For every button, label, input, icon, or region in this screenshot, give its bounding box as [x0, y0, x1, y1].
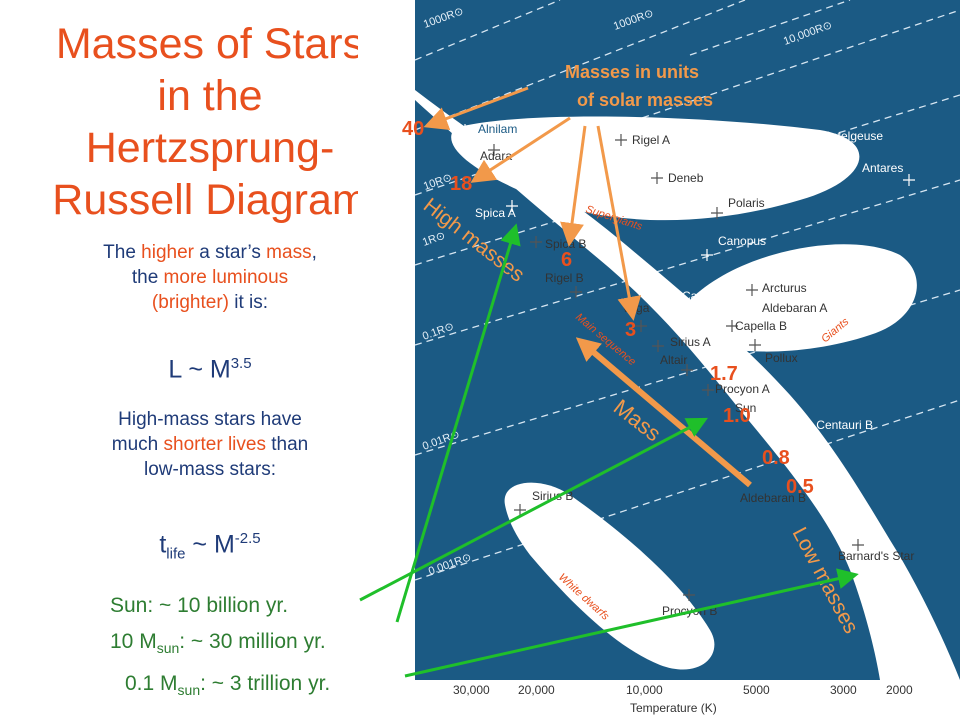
star-label-canopus: Canopus — [718, 234, 766, 248]
star-label-rigel-b: Rigel B — [545, 271, 584, 285]
y-tick-1e-2: 10⁻² — [385, 513, 407, 525]
radius-line-1000 — [414, 0, 561, 61]
star-adara — [488, 144, 500, 156]
star-label-betelgeuse: Betelgeuse — [823, 129, 883, 143]
tenth-solar-mass-lifetime: 0.1 Msun: ~ 3 trillion yr. — [125, 672, 331, 699]
star-capella-a — [716, 304, 728, 316]
star-alpha-centauri-b — [789, 426, 801, 438]
x-tick-10000: 10,000 — [626, 683, 663, 697]
y-tick-1e4: 10⁴ — [385, 206, 402, 218]
star-label-capella-a: Capella A — [682, 289, 733, 303]
mass-callout-line1: Masses in units — [565, 62, 699, 82]
main-sequence-band — [415, 90, 960, 680]
star-label-vega: Vega — [622, 301, 650, 315]
radius-line-0.1 — [414, 179, 960, 346]
star-label-altair: Altair — [660, 353, 687, 367]
star-spica-a — [506, 200, 518, 212]
star-capella-b — [726, 320, 738, 332]
callout-arrow-6 — [560, 125, 587, 247]
green-arrow-tenth-solar — [404, 568, 859, 678]
star-label-alnilam: Alnilam — [478, 122, 517, 136]
mass-value-0.8: 0.8 — [762, 447, 790, 469]
mass-value-6: 6 — [561, 249, 572, 271]
star-label-polaris: Polaris — [728, 196, 765, 210]
hr-diagram: 1000R⊙ 10,000R⊙ 1000R⊙ 10R⊙ 1R⊙ 0.1R⊙ 0.… — [358, 0, 960, 720]
star-label-adara: Adara — [480, 149, 512, 163]
sun-lifetime: Sun: ~ 10 billion yr. — [110, 594, 289, 617]
star-procyon-b — [683, 589, 695, 601]
star-betelgeuse — [808, 149, 820, 161]
star-procyon-a — [702, 384, 714, 396]
mass-value-0.5: 0.5 — [786, 476, 814, 498]
star-polaris — [711, 207, 723, 219]
callout-arrow-3 — [596, 125, 642, 321]
mass-value-40: 40 — [402, 118, 424, 140]
y-axis-label: L/L⊙ — [391, 325, 403, 350]
star-label-capella-b: Capella B — [735, 319, 787, 333]
star-label-alpha-centauri-b: α Centauri B — [806, 418, 873, 432]
y-tick-1e6: 10⁶ — [385, 101, 402, 113]
green-arrow-ten-solar — [395, 223, 521, 623]
star-label-barnards: Barnard's Star — [838, 549, 914, 563]
y-tick-1: 1 — [395, 409, 401, 421]
mass-luminosity-text: The higher a star’s mass, the more lumin… — [103, 242, 317, 313]
lifetime-formula: tlife ~ M-2.5 — [159, 530, 261, 563]
page-title: Masses of Stars in the Hertzsprung- Russ… — [52, 20, 368, 224]
x-tick-5000: 5000 — [743, 683, 770, 697]
green-arrow-sun — [359, 417, 708, 602]
star-label-pollux: Pollux — [765, 351, 798, 365]
x-tick-30000: 30,000 — [453, 683, 490, 697]
star-arcturus — [746, 284, 758, 296]
star-label-spica-a: Spica A — [475, 206, 516, 220]
x-tick-20000: 20,000 — [518, 683, 555, 697]
star-label-aldebaran-a: Aldebaran A — [762, 301, 827, 315]
star-barnards — [852, 539, 864, 551]
mass-callout-line2: of solar masses — [577, 90, 713, 110]
star-rigel-b — [570, 286, 582, 298]
star-sirius-a — [652, 340, 664, 352]
mass-value-1.0: 1.0 — [723, 405, 751, 427]
lifetime-text: High-mass stars have much shorter lives … — [111, 409, 309, 480]
star-canopus — [701, 249, 713, 261]
callout-arrow-18 — [470, 116, 571, 183]
star-alnilam — [459, 124, 471, 136]
star-altair — [681, 364, 693, 376]
star-label-deneb: Deneb — [668, 171, 704, 185]
x-tick-3000: 3000 — [830, 683, 857, 697]
star-label-arcturus: Arcturus — [762, 281, 807, 295]
mass-value-18: 18 — [450, 173, 472, 195]
star-spica-b — [530, 236, 542, 248]
x-axis-label: Temperature (K) — [630, 701, 717, 715]
star-pollux — [749, 339, 761, 351]
white-dwarfs-region — [504, 482, 715, 670]
star-label-sun: Sun — [735, 401, 756, 415]
star-label-sirius-a: Sirius A — [670, 335, 711, 349]
giants-region — [679, 244, 917, 352]
mass-value-3: 3 — [625, 319, 636, 341]
y-tick-1e-4: 10⁻⁴ — [385, 619, 408, 631]
star-markers — [459, 124, 915, 601]
radius-line-10000 — [689, 0, 851, 56]
star-vega — [635, 320, 647, 332]
x-tick-2000: 2000 — [886, 683, 913, 697]
star-label-procyon-a: Procyon A — [715, 382, 770, 396]
callout-arrow-40 — [423, 86, 529, 130]
star-label-antares: Antares — [862, 161, 903, 175]
star-rigel-a — [615, 134, 627, 146]
ten-solar-mass-lifetime: 10 Msun: ~ 30 million yr. — [110, 630, 326, 657]
star-label-rigel-a: Rigel A — [632, 133, 670, 147]
star-deneb — [651, 172, 663, 184]
mass-value-1.7: 1.7 — [710, 363, 738, 385]
star-antares — [903, 174, 915, 186]
y-tick-1e2: 10² — [385, 309, 401, 321]
luminosity-formula: L ~ M3.5 — [168, 355, 252, 384]
star-sirius-b — [514, 504, 526, 516]
star-label-aldebaran-b: Aldebaran B — [740, 491, 806, 505]
mass-arrow — [575, 337, 752, 488]
